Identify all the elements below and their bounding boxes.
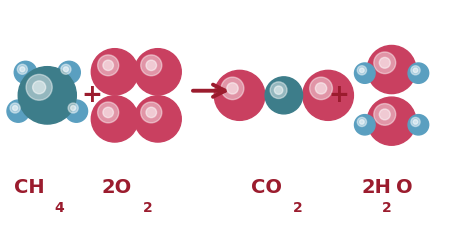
Ellipse shape	[221, 77, 244, 100]
Ellipse shape	[413, 120, 418, 124]
Ellipse shape	[141, 55, 162, 76]
Ellipse shape	[374, 52, 396, 74]
Ellipse shape	[58, 61, 80, 83]
Ellipse shape	[265, 77, 302, 114]
Ellipse shape	[64, 67, 68, 72]
Ellipse shape	[408, 115, 428, 135]
Ellipse shape	[135, 49, 181, 95]
Ellipse shape	[411, 66, 420, 75]
Ellipse shape	[413, 68, 418, 73]
Ellipse shape	[357, 66, 366, 75]
Ellipse shape	[214, 70, 265, 120]
Ellipse shape	[303, 70, 354, 120]
Ellipse shape	[20, 67, 25, 72]
Text: +: +	[82, 83, 102, 107]
Text: 4: 4	[54, 201, 64, 215]
Ellipse shape	[146, 107, 156, 118]
Text: CO: CO	[250, 178, 282, 196]
Ellipse shape	[10, 103, 20, 113]
Ellipse shape	[141, 102, 162, 123]
Ellipse shape	[91, 49, 138, 95]
Ellipse shape	[355, 115, 375, 135]
Ellipse shape	[274, 86, 283, 94]
Ellipse shape	[14, 61, 37, 83]
Text: 2H: 2H	[361, 178, 391, 196]
Ellipse shape	[411, 117, 420, 127]
Ellipse shape	[135, 96, 181, 142]
Ellipse shape	[355, 63, 375, 83]
Ellipse shape	[379, 109, 390, 120]
Ellipse shape	[17, 64, 27, 74]
Ellipse shape	[360, 120, 364, 124]
Ellipse shape	[146, 60, 156, 71]
Ellipse shape	[315, 83, 327, 94]
Ellipse shape	[26, 74, 52, 100]
Ellipse shape	[61, 64, 71, 74]
Ellipse shape	[98, 102, 118, 123]
Ellipse shape	[408, 63, 428, 83]
Ellipse shape	[270, 82, 287, 99]
Ellipse shape	[12, 105, 18, 110]
Ellipse shape	[98, 55, 118, 76]
Ellipse shape	[18, 67, 76, 124]
Ellipse shape	[68, 103, 78, 113]
Text: 2: 2	[143, 201, 153, 215]
Ellipse shape	[33, 81, 46, 94]
Text: 2O: 2O	[101, 178, 132, 196]
Ellipse shape	[103, 60, 113, 71]
Ellipse shape	[367, 97, 416, 145]
Text: +: +	[328, 83, 349, 107]
Ellipse shape	[227, 83, 238, 94]
Text: 2: 2	[293, 201, 303, 215]
Ellipse shape	[103, 107, 113, 118]
Ellipse shape	[71, 105, 76, 110]
Text: O: O	[396, 178, 413, 196]
Ellipse shape	[379, 57, 390, 68]
Ellipse shape	[7, 100, 29, 122]
Ellipse shape	[374, 104, 396, 125]
Ellipse shape	[367, 46, 416, 94]
Text: CH: CH	[14, 178, 45, 196]
Ellipse shape	[357, 117, 366, 127]
Ellipse shape	[65, 100, 88, 122]
Ellipse shape	[310, 77, 332, 100]
Ellipse shape	[91, 96, 138, 142]
Text: 2: 2	[382, 201, 392, 215]
Ellipse shape	[360, 68, 364, 73]
